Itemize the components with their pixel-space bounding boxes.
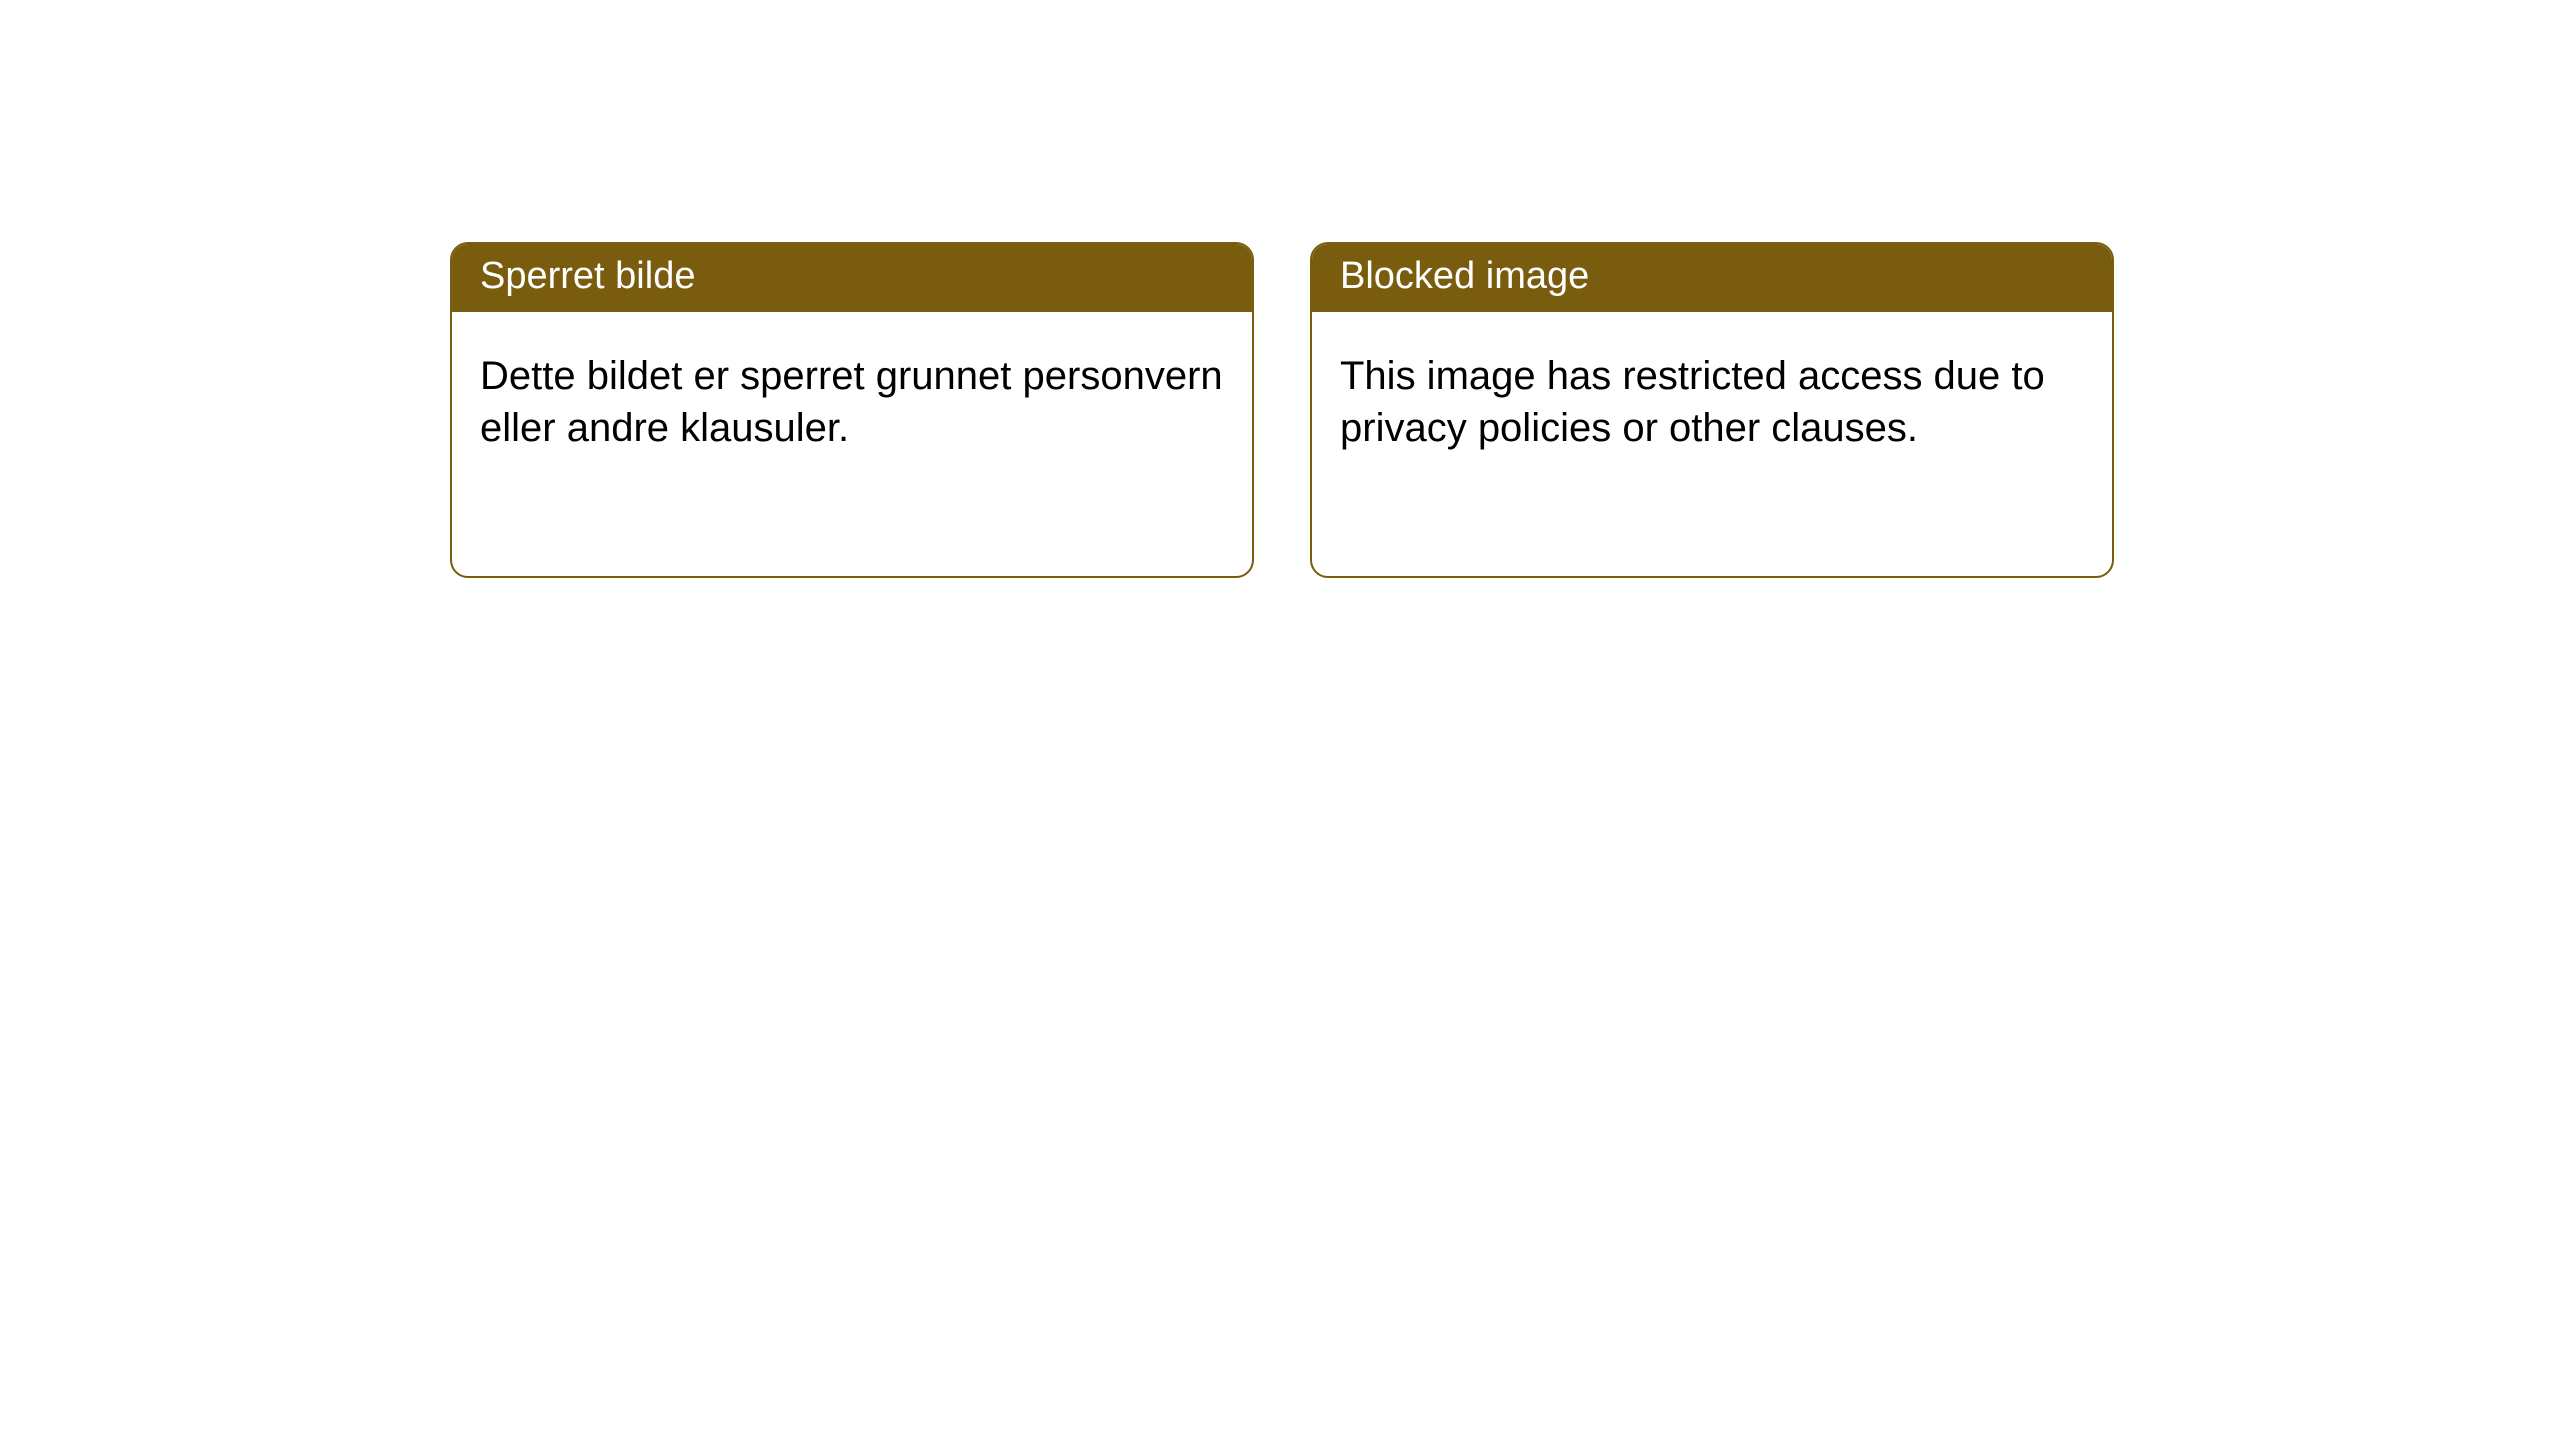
card-body-text: Dette bildet er sperret grunnet personve… (480, 354, 1223, 450)
card-title: Sperret bilde (480, 255, 695, 297)
card-title: Blocked image (1340, 255, 1589, 297)
card-body: Dette bildet er sperret grunnet personve… (452, 312, 1252, 482)
cards-container: Sperret bilde Dette bildet er sperret gr… (0, 0, 2560, 578)
card-body-text: This image has restricted access due to … (1340, 354, 2045, 450)
card-header: Blocked image (1312, 244, 2112, 312)
blocked-image-card-no: Sperret bilde Dette bildet er sperret gr… (450, 242, 1254, 578)
blocked-image-card-en: Blocked image This image has restricted … (1310, 242, 2114, 578)
card-header: Sperret bilde (452, 244, 1252, 312)
card-body: This image has restricted access due to … (1312, 312, 2112, 482)
